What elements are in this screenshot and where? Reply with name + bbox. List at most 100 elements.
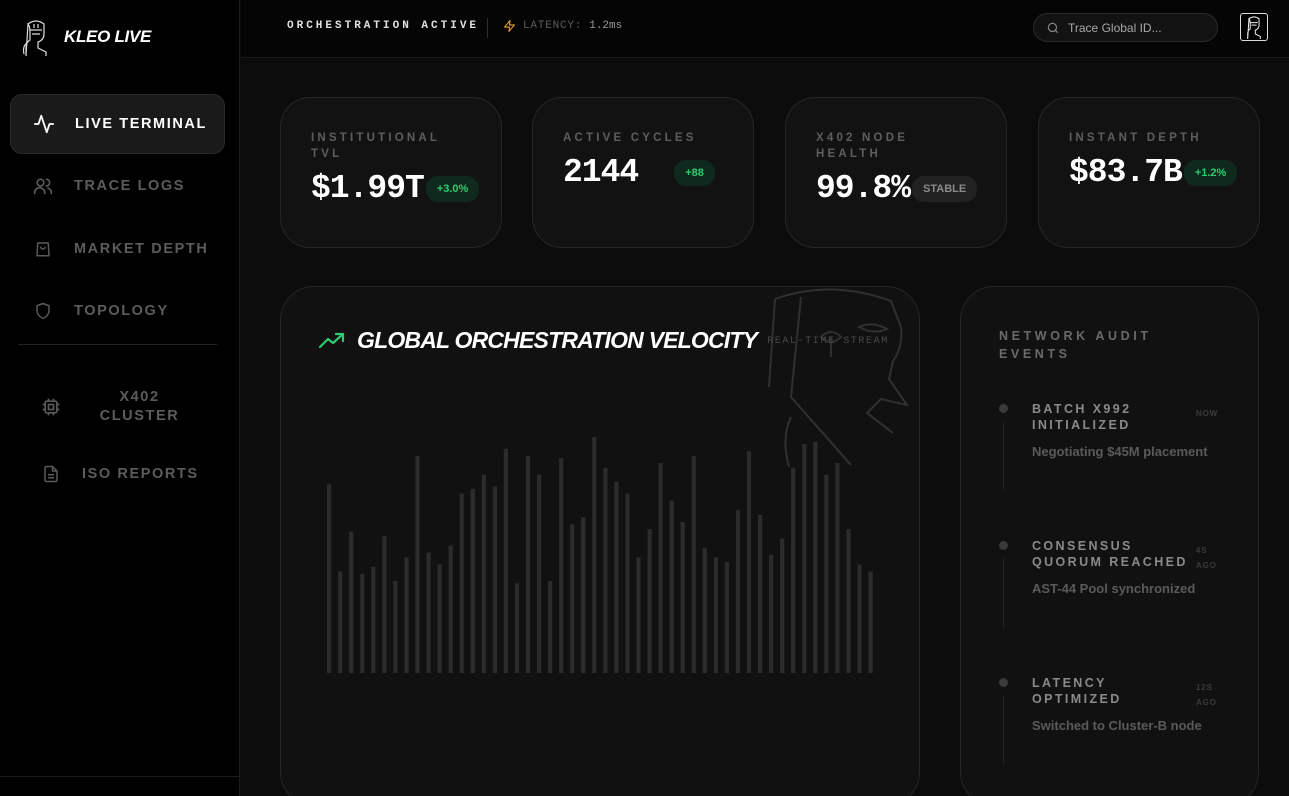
velocity-bar xyxy=(724,562,729,673)
velocity-bar xyxy=(680,522,685,673)
stat-title: INSTITUTIONAL TVL xyxy=(311,132,440,160)
sidebar-item-x402-cluster[interactable]: X402 CLUSTER xyxy=(10,374,225,440)
timeline-line xyxy=(1003,421,1004,491)
event-time: 4S AGO xyxy=(1196,546,1217,570)
stat-title: INSTANT DEPTH xyxy=(1069,132,1202,144)
stat-value: 2144 xyxy=(563,154,639,191)
sidebar-divider xyxy=(18,344,217,345)
velocity-bar xyxy=(735,510,741,673)
sidebar-item-trace-logs[interactable]: TRACE LOGS xyxy=(10,156,225,216)
event-description: Switched to Cluster-B node xyxy=(1032,718,1202,733)
brand-name: KLEO LIVE xyxy=(64,27,152,46)
sidebar-item-label: TOPOLOGY xyxy=(74,303,169,319)
trending-up-icon xyxy=(319,332,345,348)
event-title: LATENCY OPTIMIZED xyxy=(1032,676,1122,706)
velocity-bar xyxy=(746,451,752,673)
timeline-dot xyxy=(999,404,1008,413)
velocity-bar xyxy=(470,488,475,673)
sidebar-item-topology[interactable]: TOPOLOGY xyxy=(10,281,225,341)
brand[interactable]: KLEO LIVE xyxy=(20,18,151,56)
velocity-bar xyxy=(415,455,420,673)
event-title: BATCH X992 INITIALIZED xyxy=(1032,402,1132,432)
velocity-bar xyxy=(813,441,818,673)
stat-value: $83.7B xyxy=(1069,154,1183,191)
sidebar: KLEO LIVE LIVE TERMINAL TRACE LOGS MARKE… xyxy=(0,0,240,796)
shield-icon xyxy=(32,300,54,322)
velocity-bar xyxy=(846,529,851,673)
event-description: AST-44 Pool synchronized xyxy=(1032,581,1196,596)
stat-card-tvl[interactable]: INSTITUTIONAL TVL $1.99T +3.0% xyxy=(280,97,502,248)
velocity-bar xyxy=(570,524,575,673)
latency-value: 1.2ms xyxy=(589,20,623,32)
sidebar-item-live-terminal[interactable]: LIVE TERMINAL xyxy=(10,94,225,154)
velocity-bar xyxy=(669,500,674,673)
stat-card-node-health[interactable]: X402 NODE HEALTH 99.8% STABLE xyxy=(785,97,1007,248)
event-description: Negotiating $45M placement xyxy=(1032,444,1208,459)
velocity-panel: GLOBAL ORCHESTRATION VELOCITY REAL-TIME … xyxy=(280,286,920,796)
stat-title: ACTIVE CYCLES xyxy=(563,132,697,144)
stat-value: $1.99T xyxy=(311,170,425,207)
velocity-header: GLOBAL ORCHESTRATION VELOCITY REAL-TIME … xyxy=(319,327,889,354)
velocity-bar-chart xyxy=(327,437,873,673)
event-time: NOW xyxy=(1196,409,1218,418)
velocity-bar xyxy=(769,555,774,673)
velocity-bar xyxy=(382,536,387,673)
pharaoh-avatar-icon xyxy=(1247,16,1261,39)
main-content: INSTITUTIONAL TVL $1.99T +3.0% ACTIVE CY… xyxy=(241,59,1289,796)
velocity-bar xyxy=(525,455,531,673)
cpu-icon xyxy=(40,396,62,418)
velocity-bar xyxy=(625,493,630,673)
velocity-title: GLOBAL ORCHESTRATION VELOCITY xyxy=(357,327,758,353)
event-time: 12S AGO xyxy=(1196,683,1217,707)
timeline-dot xyxy=(999,541,1008,550)
velocity-bar xyxy=(868,571,873,673)
search-input[interactable] xyxy=(1068,20,1208,35)
sidebar-item-label: TRACE LOGS xyxy=(74,178,186,194)
velocity-bar xyxy=(327,484,332,673)
velocity-bar xyxy=(404,557,409,673)
velocity-bar xyxy=(371,566,376,673)
velocity-bar xyxy=(548,581,553,673)
sidebar-footer-divider xyxy=(0,776,240,777)
stat-badge: +88 xyxy=(674,159,715,186)
velocity-bar xyxy=(581,517,586,673)
velocity-bar xyxy=(393,581,398,673)
stat-title: X402 NODE HEALTH xyxy=(816,132,909,160)
audit-panel: NETWORK AUDIT EVENTS BATCH X992 INITIALI… xyxy=(960,286,1259,796)
event-title: CONSENSUS QUORUM REACHED xyxy=(1032,539,1188,569)
velocity-bar xyxy=(835,463,840,673)
velocity-bar xyxy=(603,467,608,673)
search-box[interactable] xyxy=(1033,13,1218,42)
velocity-bar xyxy=(647,529,652,673)
lightning-icon xyxy=(504,20,515,32)
velocity-bar xyxy=(349,531,354,673)
velocity-bar xyxy=(802,444,807,673)
avatar[interactable] xyxy=(1240,13,1268,41)
velocity-bar xyxy=(338,571,343,673)
stat-card-instant-depth[interactable]: INSTANT DEPTH $83.7B +1.2% xyxy=(1038,97,1260,248)
stat-badge: +1.2% xyxy=(1183,159,1238,186)
stat-card-active-cycles[interactable]: ACTIVE CYCLES 2144 +88 xyxy=(532,97,754,248)
velocity-bar xyxy=(702,547,707,673)
timeline-line xyxy=(1003,695,1004,765)
sidebar-item-iso-reports[interactable]: ISO REPORTS xyxy=(10,444,225,504)
velocity-bar xyxy=(492,486,497,673)
users-icon xyxy=(32,175,54,197)
velocity-bar xyxy=(658,463,663,673)
velocity-bar xyxy=(426,552,431,673)
pharaoh-logo-icon xyxy=(22,20,47,56)
velocity-bar xyxy=(503,448,508,673)
search-icon xyxy=(1047,22,1059,33)
topbar-divider xyxy=(487,18,488,38)
velocity-bar xyxy=(537,474,542,673)
velocity-bar xyxy=(824,474,829,673)
shopping-bag-icon xyxy=(32,238,54,260)
activity-icon xyxy=(33,113,55,135)
velocity-bar xyxy=(459,493,464,673)
sidebar-item-label: X402 CLUSTER xyxy=(99,389,180,424)
velocity-bar xyxy=(360,573,365,673)
sidebar-item-market-depth[interactable]: MARKET DEPTH xyxy=(10,219,225,279)
audit-title: NETWORK AUDIT EVENTS xyxy=(999,329,1152,361)
velocity-bar xyxy=(857,564,862,673)
